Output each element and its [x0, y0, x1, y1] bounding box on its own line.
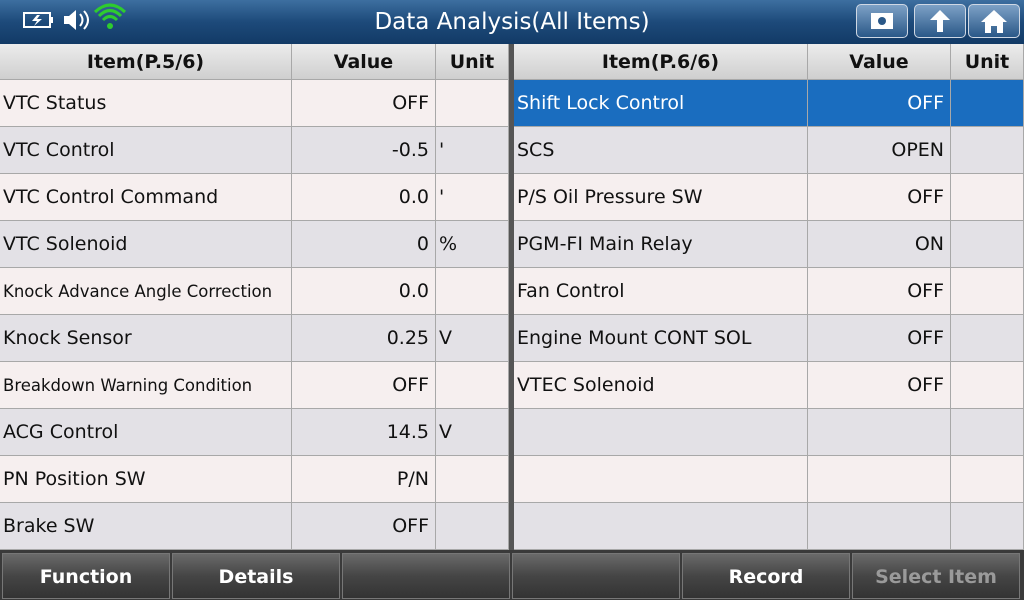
title-bar: Data Analysis(All Items)	[0, 0, 1024, 44]
empty-cell	[514, 503, 808, 550]
cell-value: OFF	[808, 174, 951, 221]
cell-item[interactable]: PGM-FI Main Relay	[514, 221, 808, 268]
cell-value: P/N	[292, 456, 436, 503]
cell-item[interactable]: Engine Mount CONT SOL	[514, 315, 808, 362]
cell-item[interactable]: Breakdown Warning Condition	[0, 362, 292, 409]
cell-value: 0.0	[292, 174, 436, 221]
button[interactable]: Details	[172, 553, 340, 599]
empty-cell	[808, 456, 951, 503]
home-button[interactable]	[968, 4, 1020, 38]
empty-cell	[951, 80, 1024, 127]
column-header: Item(P.6/6)	[514, 44, 808, 80]
button	[342, 553, 510, 599]
cell-item[interactable]: SCS	[514, 127, 808, 174]
button	[512, 553, 680, 599]
cell-unit: V	[436, 315, 509, 362]
cell-item[interactable]: VTC Solenoid	[0, 221, 292, 268]
empty-cell	[951, 362, 1024, 409]
title: Data Analysis(All Items)	[374, 9, 650, 35]
cell-value: OPEN	[808, 127, 951, 174]
cell-value: OFF	[292, 362, 436, 409]
cell-value: OFF	[808, 362, 951, 409]
empty-cell	[951, 174, 1024, 221]
cell-value: OFF	[808, 80, 951, 127]
screenshot-button[interactable]	[856, 4, 908, 38]
column-header: Item(P.5/6)	[0, 44, 292, 80]
cell-item[interactable]: VTC Control Command	[0, 174, 292, 221]
cell-value: 0	[292, 221, 436, 268]
cell-item[interactable]: PN Position SW	[0, 456, 292, 503]
cell-value: ON	[808, 221, 951, 268]
cell-value: OFF	[292, 80, 436, 127]
button[interactable]: Function	[2, 553, 170, 599]
cell-value: 14.5	[292, 409, 436, 456]
cell-item[interactable]: ACG Control	[0, 409, 292, 456]
cell-item[interactable]: VTC Status	[0, 80, 292, 127]
cell-item[interactable]: Knock Advance Angle Correction	[0, 268, 292, 315]
cell-item[interactable]: VTEC Solenoid	[514, 362, 808, 409]
empty-cell	[951, 503, 1024, 550]
cell-value: OFF	[292, 503, 436, 550]
cell-unit: V	[436, 409, 509, 456]
empty-cell	[951, 221, 1024, 268]
cell-item[interactable]: Knock Sensor	[0, 315, 292, 362]
cell-item[interactable]: P/S Oil Pressure SW	[514, 174, 808, 221]
empty-cell	[514, 409, 808, 456]
back-button[interactable]	[914, 4, 966, 38]
empty-cell	[436, 362, 509, 409]
empty-cell	[436, 456, 509, 503]
empty-cell	[951, 127, 1024, 174]
cell-value: 0.25	[292, 315, 436, 362]
empty-cell	[436, 268, 509, 315]
cell-unit: '	[436, 174, 509, 221]
empty-cell	[514, 456, 808, 503]
cell-unit: '	[436, 127, 509, 174]
cell-item[interactable]: Fan Control	[514, 268, 808, 315]
cell-value: OFF	[808, 315, 951, 362]
divider	[509, 44, 514, 550]
column-header: Unit	[951, 44, 1024, 80]
cell-item[interactable]: Brake SW	[0, 503, 292, 550]
empty-cell	[436, 80, 509, 127]
cell-value: OFF	[808, 268, 951, 315]
column-header: Value	[808, 44, 951, 80]
cell-unit: %	[436, 221, 509, 268]
empty-cell	[808, 409, 951, 456]
empty-cell	[808, 503, 951, 550]
empty-cell	[951, 315, 1024, 362]
column-header: Unit	[436, 44, 509, 80]
cell-item[interactable]: Shift Lock Control	[514, 80, 808, 127]
empty-cell	[951, 456, 1024, 503]
empty-cell	[951, 268, 1024, 315]
cell-value: -0.5	[292, 127, 436, 174]
empty-cell	[951, 409, 1024, 456]
cell-item[interactable]: VTC Control	[0, 127, 292, 174]
cell-value: 0.0	[292, 268, 436, 315]
button: Select Item	[852, 553, 1020, 599]
button[interactable]: Record	[682, 553, 850, 599]
status-icons	[23, 3, 127, 30]
empty-cell	[436, 503, 509, 550]
column-header: Value	[292, 44, 436, 80]
